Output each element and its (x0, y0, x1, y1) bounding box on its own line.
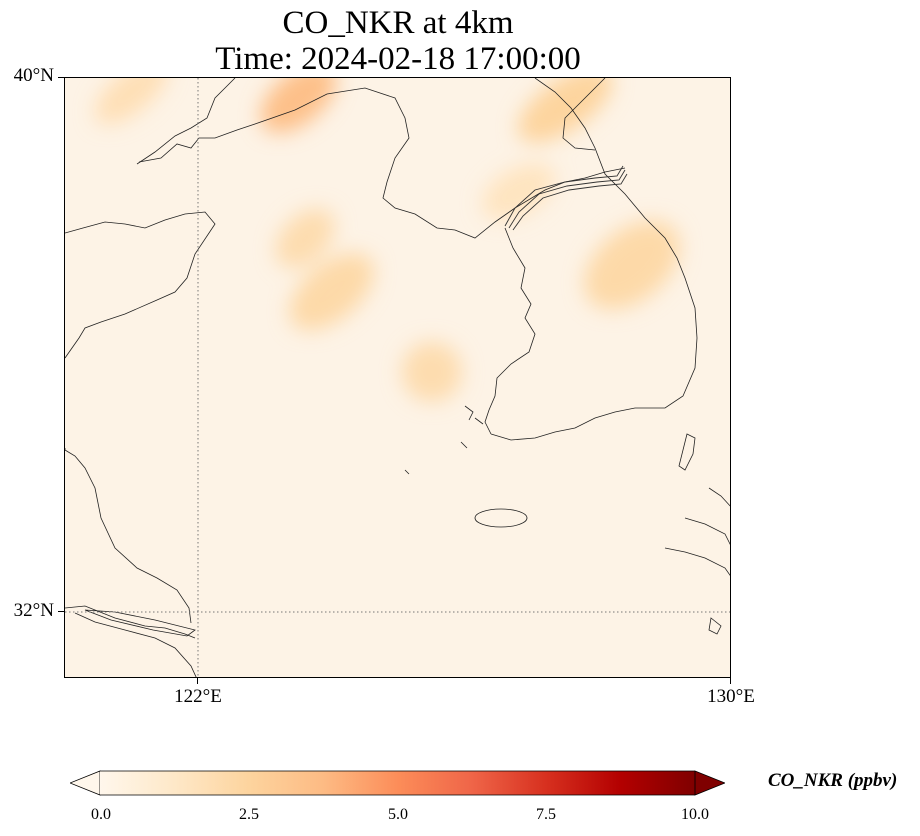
plume-6 (482, 163, 555, 220)
colorbar-outline (100, 770, 695, 796)
plume-5 (584, 220, 680, 310)
colorbar-tick-2-5: 2.5 (239, 806, 259, 823)
plume-4 (401, 341, 462, 402)
coastline-shandong (65, 448, 192, 624)
y-label-40n: 40°N (13, 65, 54, 86)
chart-title-line2: Time: 2024-02-18 17:00:00 (215, 41, 581, 77)
colorbar-tick-10: 10.0 (681, 806, 709, 823)
colorbar-tick-0: 0.0 (91, 806, 111, 823)
island-tsushima (678, 433, 696, 471)
plume-7 (94, 78, 169, 125)
x-tick-130e (730, 678, 731, 684)
coastline-northkorea (562, 78, 606, 151)
colorbar-gradient (100, 771, 695, 795)
y-tick-40n (58, 77, 64, 78)
colorbar-extend-min (70, 770, 101, 796)
plume-3 (289, 253, 374, 331)
coastline-korea-west (484, 227, 536, 435)
map-panel[interactable] (64, 77, 731, 678)
colorbar-extend-max (694, 770, 725, 796)
colorbar (70, 770, 725, 796)
colorbar-title: CO_NKR (ppbv) (768, 770, 898, 791)
map-svg (65, 78, 730, 677)
colorbar-tick-5: 5.0 (388, 806, 408, 823)
x-label-122e: 122°E (174, 686, 222, 707)
x-tick-122e (197, 678, 198, 684)
coastline-china (65, 211, 216, 359)
island-jeju (474, 508, 528, 528)
coastline-liaodong (136, 78, 236, 165)
plume-2 (275, 208, 335, 268)
coastline-yangtze (65, 605, 197, 677)
coastline-kyushu (664, 487, 730, 635)
border-dmz (504, 165, 628, 231)
island-chongming (84, 609, 196, 637)
islands-korea-sw (404, 405, 484, 475)
coastline-bohai (138, 87, 626, 239)
x-label-130e: 130°E (707, 686, 755, 707)
concentration-field (94, 78, 680, 402)
y-tick-32n (58, 611, 64, 612)
y-label-32n: 32°N (13, 600, 54, 621)
chart-title-line1: CO_NKR at 4km (282, 5, 514, 41)
coastlines (65, 78, 730, 677)
colorbar-tick-7-5: 7.5 (536, 806, 556, 823)
plume-1 (517, 78, 613, 143)
coastline-korea-south (490, 78, 698, 441)
concentration-background (65, 78, 730, 677)
